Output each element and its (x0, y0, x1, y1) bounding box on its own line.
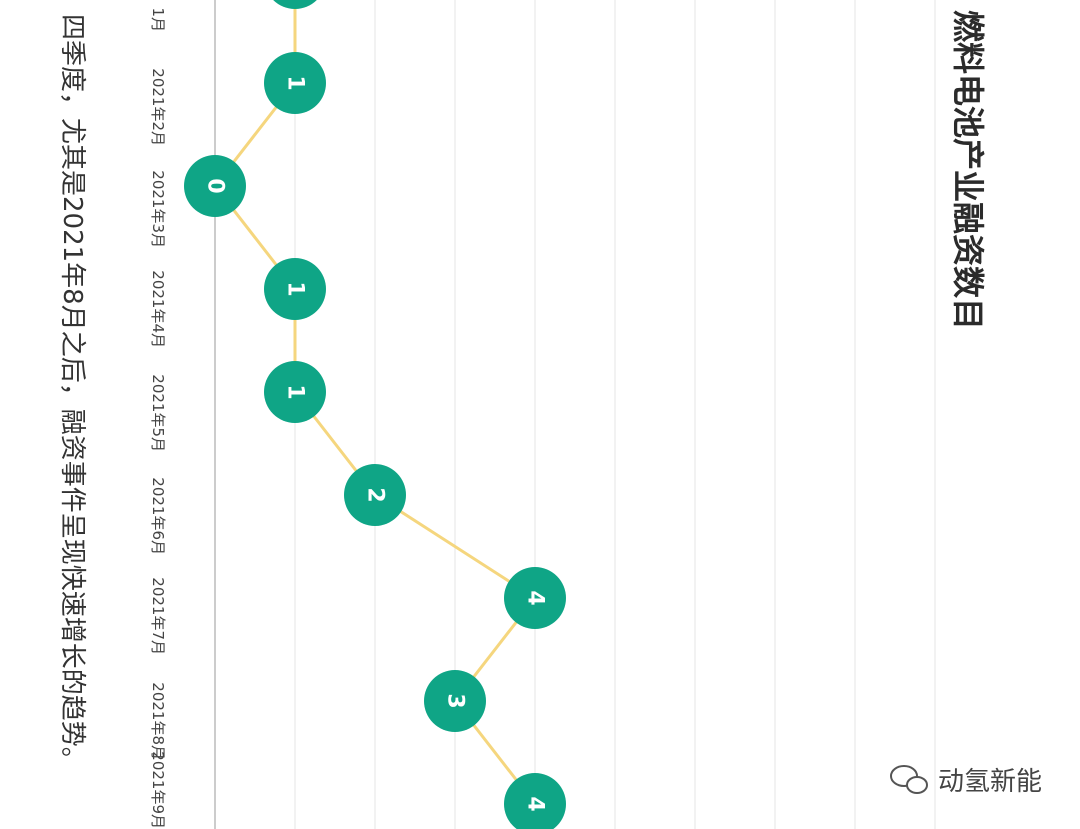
data-marker-clipped (273, 0, 317, 9)
data-markers: 1 0 1 1 2 4 3 4 (184, 0, 566, 829)
data-marker (504, 773, 566, 829)
data-label: 1 (283, 75, 308, 90)
wechat-icon (890, 765, 928, 794)
data-point: 4 (504, 567, 566, 629)
x-tick-label: 1月 (149, 7, 167, 32)
data-marker (344, 464, 406, 526)
data-label: 2 (363, 487, 388, 502)
x-tick-label: 2021年6月 (149, 477, 167, 555)
x-tick-label: 2021年5月 (149, 374, 167, 452)
x-tick-labels: 1月 2021年2月 2021年3月 2021年4月 2021年5月 2021年6月 202… (149, 7, 167, 829)
data-point: 4 (504, 773, 566, 829)
data-label: 4 (523, 590, 548, 605)
data-marker (264, 52, 326, 114)
x-tick-label: 2021年9月 (149, 751, 167, 829)
watermark: 动氢新能 (890, 765, 1042, 797)
x-tick-label: 2021年2月 (149, 68, 167, 146)
x-tick-label: 2021年7月 (149, 577, 167, 655)
data-marker (264, 258, 326, 320)
data-point: 1 (264, 52, 326, 114)
data-point: 2 (344, 464, 406, 526)
data-point: 3 (424, 670, 486, 732)
data-point: 1 (264, 258, 326, 320)
x-tick-label: 2021年4月 (149, 270, 167, 348)
data-label: 3 (443, 693, 468, 708)
data-label: 4 (523, 796, 548, 811)
data-label: 1 (283, 281, 308, 296)
data-marker (264, 361, 326, 423)
data-marker (184, 155, 246, 217)
data-marker (424, 670, 486, 732)
data-point: 1 (264, 361, 326, 423)
data-label: 1 (283, 384, 308, 399)
x-tick-label: 2021年3月 (149, 170, 167, 248)
watermark-text: 动氢新能 (938, 767, 1042, 797)
data-label: 0 (203, 178, 228, 193)
chart-title: 燃料电池产业融资数目 (949, 10, 987, 330)
data-marker (504, 567, 566, 629)
x-tick-label: 2021年8月 (149, 682, 167, 760)
data-point: 0 (184, 155, 246, 217)
grid-lines (294, 0, 936, 829)
caption: 四季度，尤其是2021年8月之后，融资事件呈现快速增长的趋势。 (57, 14, 87, 773)
